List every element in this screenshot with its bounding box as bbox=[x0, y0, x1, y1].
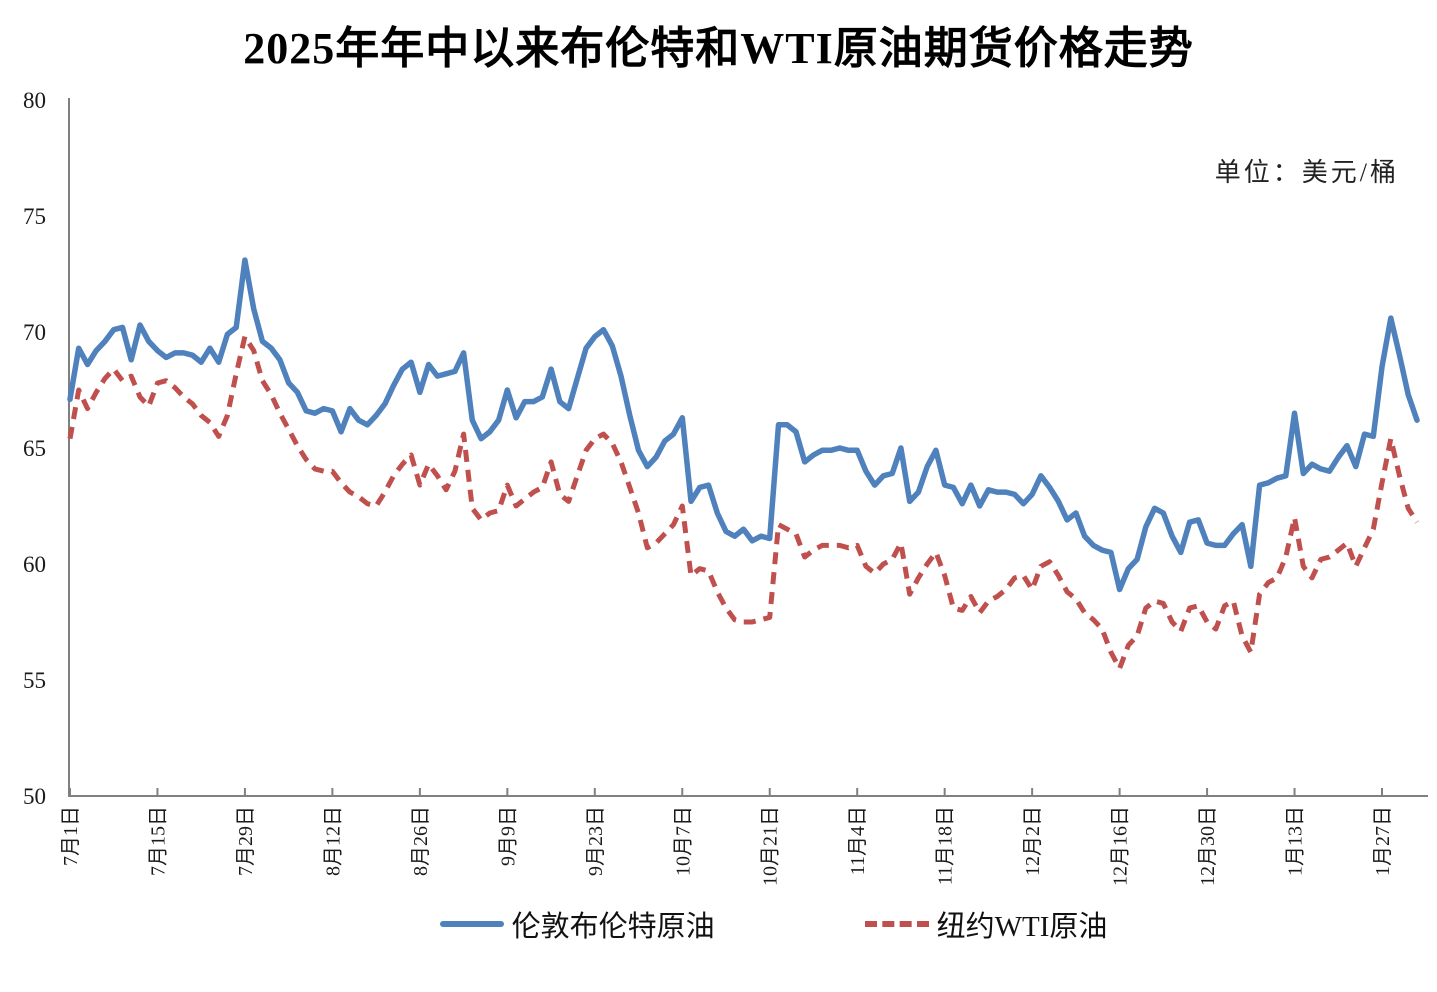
line-chart: 50 55 60 65 70 75 80 7月1日 7月15日 7月29日 8月12日 8月26日 9月… bbox=[23, 88, 1428, 886]
y-tick-label: 50 bbox=[23, 784, 46, 809]
brent-legend-label: 伦敦布伦特原油 bbox=[511, 911, 715, 943]
brent-line-sample bbox=[439, 921, 504, 927]
x-tick-label: 12月2日 bbox=[1022, 806, 1044, 876]
x-tick-label: 12月30日 bbox=[1197, 806, 1219, 886]
y-tick-label: 60 bbox=[23, 552, 46, 577]
x-tick-label: 10月21日 bbox=[760, 806, 782, 886]
x-tick-label: 7月29日 bbox=[235, 806, 257, 876]
legend: 伦敦布伦特原油 纽约WTI原油 bbox=[55, 903, 1437, 945]
x-tick-label: 10月7日 bbox=[672, 806, 694, 876]
unit-label: 单位：美元/桶 bbox=[1214, 158, 1399, 187]
x-tick-label: 8月12日 bbox=[322, 806, 344, 876]
x-tick-label: 1月27日 bbox=[1372, 806, 1394, 876]
legend-item-wti: 纽约WTI原油 bbox=[864, 903, 1108, 945]
x-tick-label: 9月23日 bbox=[585, 806, 607, 876]
wti-legend-label: 纽约WTI原油 bbox=[936, 911, 1108, 943]
y-tick-label: 80 bbox=[23, 88, 46, 113]
y-tick-label: 70 bbox=[23, 320, 46, 345]
x-tick-label: 7月1日 bbox=[60, 806, 82, 866]
x-tick-label: 11月4日 bbox=[847, 806, 869, 875]
wti-line-sample bbox=[864, 921, 929, 927]
x-tick-label: 11月18日 bbox=[935, 806, 957, 885]
y-tick-label: 55 bbox=[23, 668, 46, 693]
brent-price-line bbox=[67, 257, 1420, 593]
x-tick-label: 9月9日 bbox=[497, 806, 519, 866]
y-tick-label: 75 bbox=[23, 204, 46, 229]
legend-item-brent: 伦敦布伦特原油 bbox=[439, 903, 715, 945]
x-tick-label: 8月26日 bbox=[410, 806, 432, 876]
chart-title: 2025年年中以来布伦特和WTI原油期货价格走势 bbox=[243, 24, 1194, 73]
y-tick-label: 65 bbox=[23, 436, 46, 461]
x-tick-label: 1月13日 bbox=[1285, 806, 1307, 876]
x-tick-label: 7月15日 bbox=[147, 806, 169, 876]
x-tick-label: 12月16日 bbox=[1110, 806, 1132, 886]
wti-price-line bbox=[67, 334, 1420, 671]
